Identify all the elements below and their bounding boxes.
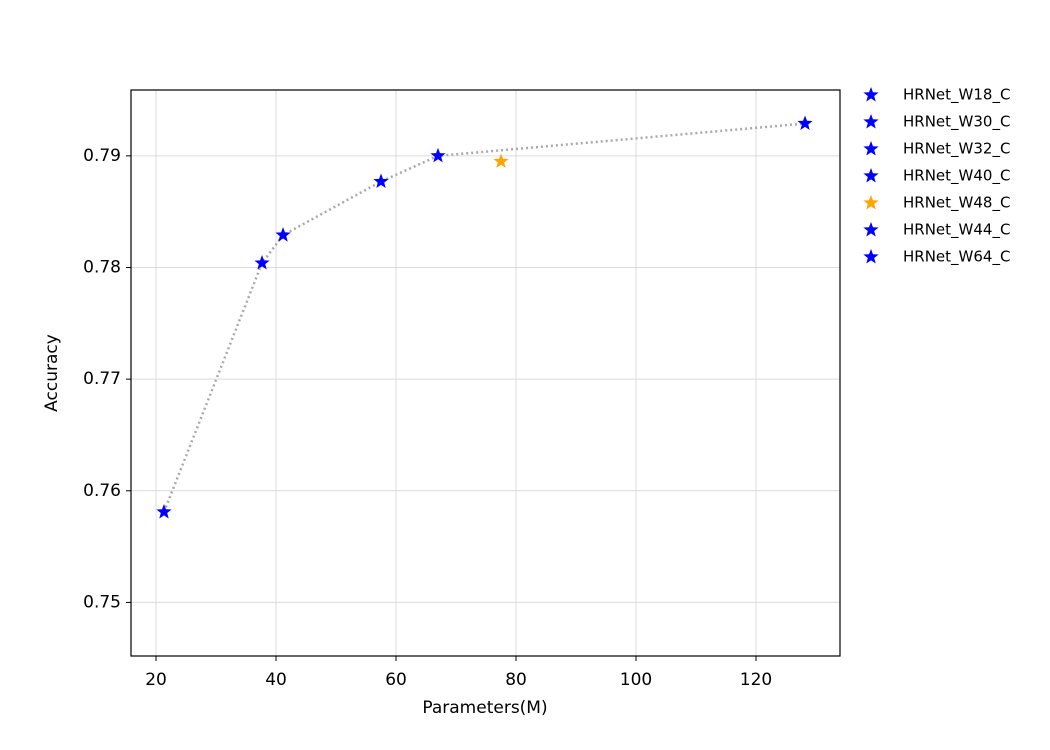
legend-marker <box>863 141 879 156</box>
x-tick-label: 40 <box>265 670 287 690</box>
point <box>156 503 172 519</box>
legend-label: HRNet_W40_C <box>903 167 1010 186</box>
legend-label: HRNet_W32_C <box>903 140 1010 159</box>
y-tick-label: 0.75 <box>83 592 121 612</box>
plot-frame <box>130 89 841 657</box>
point <box>254 255 270 270</box>
x-tick-label: 100 <box>620 670 652 690</box>
point <box>275 227 291 242</box>
legend-label: HRNet_W48_C <box>903 194 1010 213</box>
connecting-line <box>162 122 806 513</box>
legend-marker <box>863 114 879 129</box>
point <box>493 153 509 168</box>
point <box>373 173 389 189</box>
legend-label: HRNet_W64_C <box>903 248 1010 267</box>
legend-marker <box>863 87 879 102</box>
point <box>430 147 446 163</box>
legend-label: HRNet_W44_C <box>903 221 1010 240</box>
x-tick-label: 80 <box>505 670 527 690</box>
x-tick-label: 60 <box>385 670 407 690</box>
legend-marker <box>863 249 879 264</box>
y-tick-label: 0.79 <box>83 146 121 166</box>
legend-marker <box>863 222 879 237</box>
point <box>797 115 813 130</box>
legend-label: HRNet_W18_C <box>903 86 1010 105</box>
legend-label: HRNet_W30_C <box>903 113 1010 132</box>
y-tick-label: 0.77 <box>83 369 121 389</box>
y-tick-label: 0.76 <box>83 481 121 501</box>
x-tick-label: 120 <box>740 670 772 690</box>
x-tick-label: 20 <box>145 670 167 690</box>
x-axis-label: Parameters(M) <box>422 698 547 718</box>
y-axis-label: Accuracy <box>42 334 62 412</box>
legend-marker <box>863 168 879 183</box>
y-tick-label: 0.78 <box>83 258 121 278</box>
legend-marker <box>863 195 879 210</box>
